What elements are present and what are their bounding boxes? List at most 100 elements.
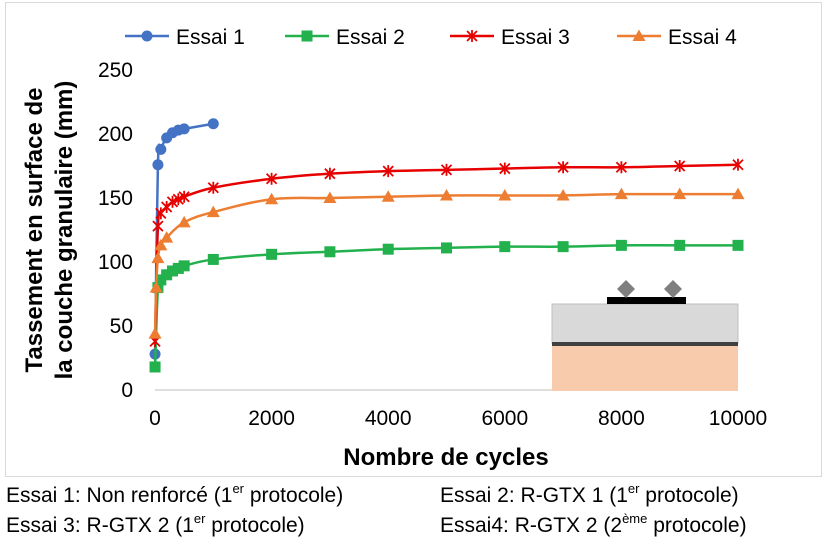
data-point — [615, 239, 627, 251]
data-point — [324, 167, 336, 180]
x-tick-label: 0 — [149, 407, 161, 430]
data-point — [266, 248, 278, 260]
data-point — [178, 260, 190, 272]
data-point — [155, 143, 167, 155]
legend-label: Essai 4 — [668, 26, 737, 49]
data-point — [207, 181, 219, 194]
granular-layer — [551, 303, 739, 344]
data-point — [141, 30, 153, 42]
data-point — [674, 160, 686, 172]
data-point — [323, 191, 337, 203]
data-point — [632, 29, 646, 41]
y-tick-label: 150 — [98, 187, 133, 210]
caption-text: Essai 3: R-GTX 2 (1 — [6, 514, 194, 537]
data-point — [499, 241, 511, 253]
y-tick-label: 0 — [121, 379, 133, 402]
data-point — [440, 163, 453, 176]
caption-text-end: protocole) — [639, 484, 739, 507]
x-tick-label: 4000 — [365, 407, 412, 430]
data-point — [149, 281, 163, 293]
x-axis-label: Nombre de cycles — [343, 444, 548, 471]
legend-entry-essai-1: Essai 1 — [125, 26, 245, 49]
legend-entry-essai-3: Essai 3 — [450, 26, 570, 49]
data-point — [161, 269, 173, 281]
load-point-icon — [617, 280, 635, 298]
series-layer — [148, 118, 745, 373]
data-point — [166, 265, 178, 277]
legend-label: Essai 2 — [336, 26, 405, 49]
legend-label: Essai 1 — [176, 26, 245, 49]
caption-superscript: er — [627, 481, 640, 496]
load-plate — [607, 297, 686, 304]
caption-text: Essai 2: R-GTX 1 (1 — [440, 484, 628, 507]
caption-essai-2: Essai 2: R-GTX 1 (1er protocole) — [440, 481, 739, 508]
legend: Essai 1 Essai 2 Essai 3 Essai 4 — [125, 26, 737, 49]
data-point — [155, 274, 167, 286]
caption-superscript: ème — [622, 511, 648, 526]
series-essai-4 — [148, 187, 745, 339]
caption-essai-3: Essai 3: R-GTX 2 (1er protocole) — [6, 512, 305, 538]
data-point — [731, 187, 745, 200]
load-point-icon — [664, 280, 682, 298]
y-tick-label: 50 — [110, 315, 133, 338]
y-axis-label-line-2: la couche granulaire (mm) — [51, 81, 78, 380]
caption-essai-1: Essai 1: Non renforcé (1er protocole) — [6, 481, 344, 508]
data-point — [207, 253, 219, 265]
data-point — [440, 188, 453, 201]
data-point — [148, 327, 162, 339]
data-point — [172, 193, 184, 206]
data-point — [160, 231, 174, 243]
caption-text: Essai4: R-GTX 2 (2 — [440, 514, 623, 537]
data-point — [498, 188, 512, 201]
caption-superscript: er — [232, 481, 244, 496]
data-point — [499, 162, 511, 175]
reinforcement-line — [552, 342, 738, 346]
data-point — [732, 239, 744, 251]
data-point — [324, 246, 336, 258]
legend-entry-essai-2: Essai 2 — [285, 26, 405, 49]
data-point — [382, 243, 394, 255]
data-point — [441, 242, 452, 254]
data-point — [466, 30, 478, 42]
data-point — [149, 361, 161, 373]
x-tick-label: 8000 — [598, 407, 645, 430]
axes: 0 2000 4000 6000 8000 10000 0 50 100 150 200 250 — [98, 59, 767, 430]
series-essai-1 — [149, 118, 219, 360]
caption-text-end: protocole) — [647, 514, 747, 537]
data-point — [152, 159, 164, 171]
reinforcement-schematic — [551, 280, 739, 391]
data-point — [152, 220, 164, 233]
data-point — [178, 190, 190, 203]
y-tick-label: 100 — [98, 251, 133, 274]
data-point — [151, 251, 165, 264]
data-point — [166, 195, 179, 208]
caption-text-end: protocole) — [244, 484, 344, 507]
data-point — [265, 172, 278, 185]
data-point — [557, 161, 569, 174]
y-tick-label: 200 — [98, 123, 133, 146]
x-tick-label: 10000 — [709, 407, 767, 430]
data-point — [207, 118, 219, 130]
data-point — [265, 192, 279, 205]
subgrade-layer — [552, 346, 738, 391]
data-point — [557, 241, 569, 253]
data-point — [161, 200, 173, 213]
chart-frame — [5, 2, 822, 477]
data-point — [301, 30, 313, 42]
data-point — [177, 215, 191, 228]
data-point — [615, 161, 628, 174]
y-tick-label: 250 — [98, 59, 133, 82]
data-point — [673, 187, 687, 200]
data-point — [154, 238, 168, 251]
y-axis-label-line-1: Tassement en surface de — [21, 87, 48, 372]
data-point — [556, 188, 570, 201]
caption-essai-4: Essai4: R-GTX 2 (2ème protocole) — [440, 511, 747, 538]
data-point — [178, 123, 190, 135]
data-point — [674, 239, 686, 251]
legend-entry-essai-4: Essai 4 — [617, 26, 737, 49]
data-point — [381, 190, 395, 202]
data-point — [172, 262, 184, 274]
x-tick-label: 2000 — [248, 407, 295, 430]
